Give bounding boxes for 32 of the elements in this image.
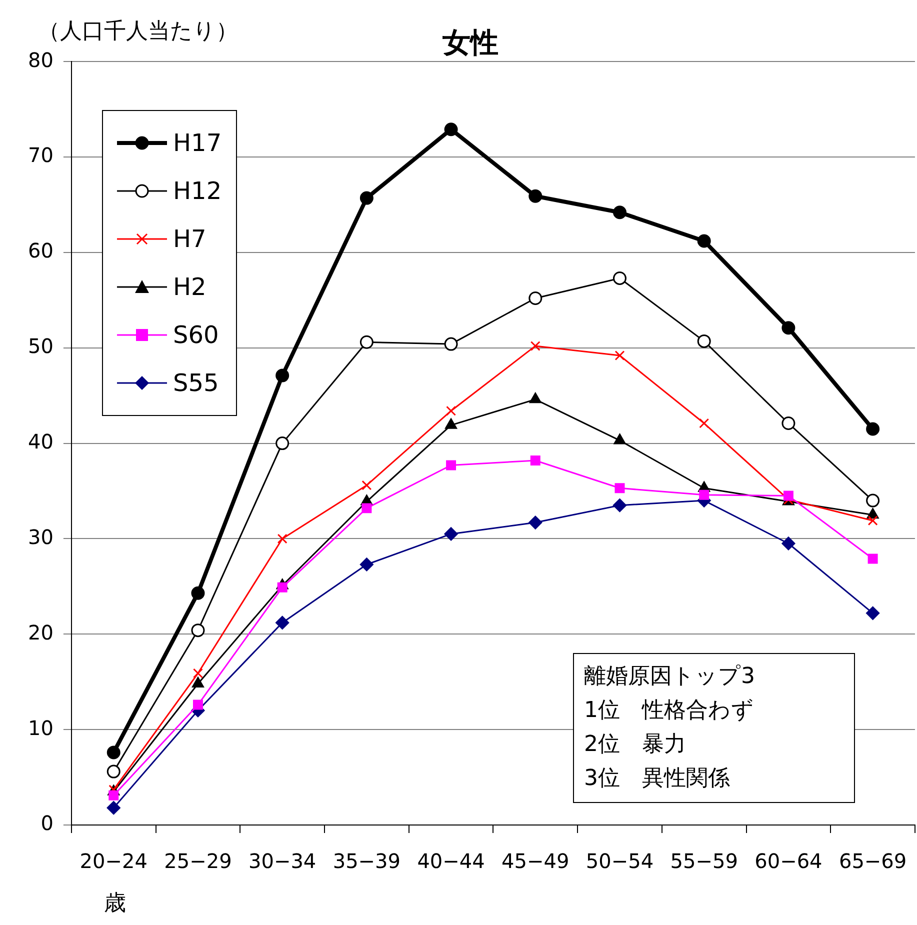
x-tick-label: 40−44 (417, 849, 485, 874)
y-tick-label: 10 (28, 716, 54, 740)
y-tick-label: 50 (28, 334, 54, 358)
x-tick-label: 55−59 (670, 849, 738, 874)
x-tick-label: 50−54 (586, 849, 654, 874)
text: 歳 (104, 890, 126, 918)
y-tick-label: 70 (28, 143, 54, 168)
y-tick-label: 30 (28, 524, 54, 549)
x-tick-label: 60−64 (754, 849, 822, 874)
legend-label: H17 (173, 129, 222, 157)
x-tick-label: 65−69 (838, 849, 907, 874)
y-tick-label: 60 (28, 238, 54, 263)
annotation: 2位 暴力 (584, 731, 687, 759)
y-tick-label: 0 (40, 811, 54, 836)
x-tick-label: 30−34 (248, 849, 316, 874)
legend-label: H12 (173, 177, 222, 205)
legend-label: H7 (173, 225, 206, 253)
y-axis-title: （人口千人当たり） (38, 18, 238, 46)
x-tick-label: 25−29 (164, 849, 232, 874)
y-tick-label: 20 (28, 620, 54, 644)
x-tick-label: 20−24 (80, 849, 148, 874)
x-tick-label: 45−49 (502, 849, 570, 874)
legend-label: S60 (173, 321, 219, 349)
legend-label: H2 (173, 273, 206, 301)
y-tick-label: 40 (28, 430, 54, 454)
annotation: 離婚原因トップ3 (584, 663, 756, 691)
annotation: 1位 性格合わず (584, 697, 755, 725)
y-tick-label: 80 (28, 48, 54, 72)
x-tick-label: 35−39 (332, 849, 401, 874)
annotation: 3位 異性関係 (584, 765, 731, 793)
legend-label: S55 (173, 369, 219, 397)
chart-title: 女性 (442, 26, 498, 60)
